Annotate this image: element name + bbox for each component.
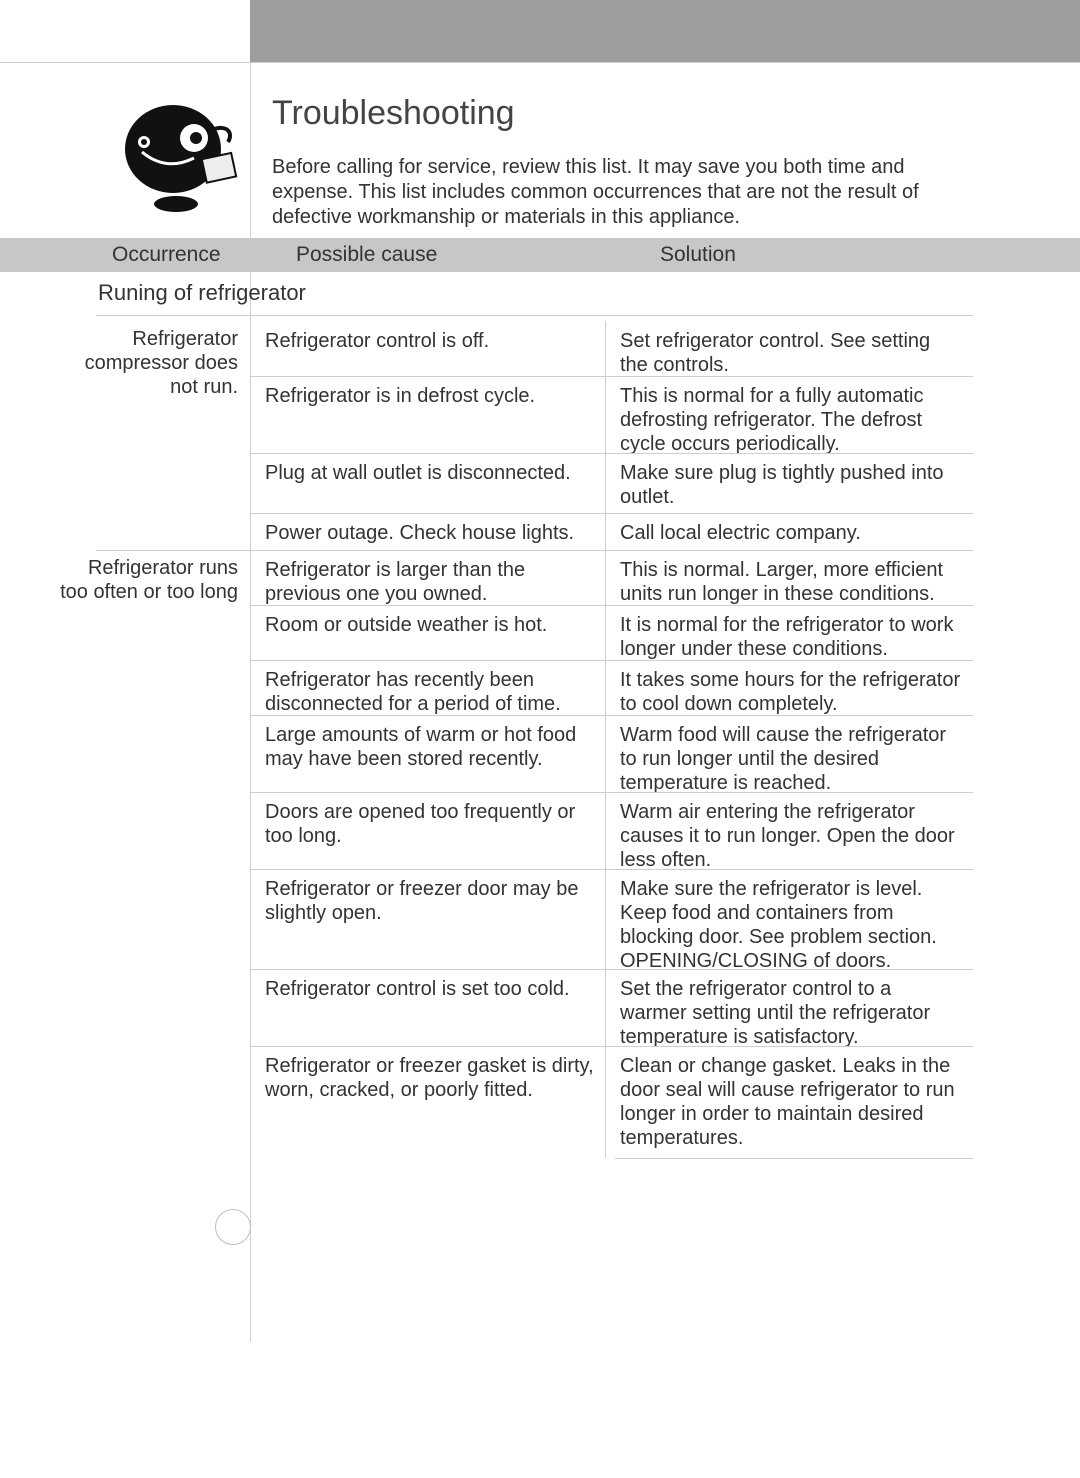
top-divider <box>0 62 1080 63</box>
table-row: Refrigerator control is set too cold.Set… <box>251 969 973 1046</box>
solution-cell: This is normal. Larger, more efficient u… <box>606 550 973 605</box>
solution-cell: Clean or change gasket. Leaks in the doo… <box>606 1046 973 1158</box>
solution-cell: Set the refrigerator control to a warmer… <box>606 969 973 1046</box>
cause-cell: Refrigerator control is set too cold. <box>251 969 606 1046</box>
cause-cell: Room or outside weather is hot. <box>251 605 606 660</box>
col-cause: Possible cause <box>296 243 437 267</box>
solution-cell: It takes some hours for the refrigerator… <box>606 660 973 715</box>
cause-cell: Plug at wall outlet is disconnected. <box>251 453 606 513</box>
cause-cell: Power outage. Check house lights. <box>251 513 606 550</box>
page: Troubleshooting Before calling for servi… <box>0 0 1080 1478</box>
cause-cell: Refrigerator is in defrost cycle. <box>251 376 606 453</box>
intro-text: Before calling for service, review this … <box>272 155 972 230</box>
cause-cell: Doors are opened too frequently or too l… <box>251 792 606 869</box>
cause-cell: Refrigerator or freezer door may be slig… <box>251 869 606 969</box>
solution-cell: Make sure plug is tightly pushed into ou… <box>606 453 973 513</box>
occurrence-label: Refrigerator compressor does not run. <box>58 327 238 399</box>
table-row: Refrigerator is in defrost cycle.This is… <box>251 376 973 453</box>
table-row: Doors are opened too frequently or too l… <box>251 792 973 869</box>
row-divider <box>615 1158 973 1159</box>
solution-cell: Set refrigerator control. See setting th… <box>606 321 973 376</box>
solution-cell: It is normal for the refrigerator to wor… <box>606 605 973 660</box>
cause-cell: Refrigerator has recently been disconnec… <box>251 660 606 715</box>
table-row: Large amounts of warm or hot food may ha… <box>251 715 973 792</box>
table-row: Plug at wall outlet is disconnected.Make… <box>251 453 973 513</box>
column-header-bar: Occurrence Possible cause Solution <box>0 238 1080 272</box>
table-row: Refrigerator or freezer door may be slig… <box>251 869 973 969</box>
cause-cell: Refrigerator control is off. <box>251 321 606 376</box>
table-row: Refrigerator or freezer gasket is dirty,… <box>251 1046 973 1158</box>
page-title: Troubleshooting <box>272 94 972 133</box>
table-row: Refrigerator control is off.Set refriger… <box>251 321 973 376</box>
page-marker-circle <box>215 1209 251 1245</box>
header-block: Troubleshooting Before calling for servi… <box>272 94 972 230</box>
solution-cell: Make sure the refrigerator is level. Kee… <box>606 869 973 969</box>
table-row: Room or outside weather is hot.It is nor… <box>251 605 973 660</box>
occurrence-label: Refrigerator runs too often or too long <box>58 556 238 604</box>
solution-cell: Warm air entering the refrigerator cause… <box>606 792 973 869</box>
mascot-icon <box>108 94 238 214</box>
cause-cell: Refrigerator or freezer gasket is dirty,… <box>251 1046 606 1158</box>
table-row: Refrigerator is larger than the previous… <box>251 550 973 605</box>
col-solution: Solution <box>660 243 736 267</box>
table-row: Power outage. Check house lights.Call lo… <box>251 513 973 550</box>
solution-cell: This is normal for a fully automatic def… <box>606 376 973 453</box>
col-occurrence: Occurrence <box>112 243 221 267</box>
cause-cell: Large amounts of warm or hot food may ha… <box>251 715 606 792</box>
top-grey-bar <box>250 0 1080 62</box>
section-title: Runing of refrigerator <box>98 280 306 306</box>
cause-cell: Refrigerator is larger than the previous… <box>251 550 606 605</box>
table-row: Refrigerator has recently been disconnec… <box>251 660 973 715</box>
row-divider <box>96 315 973 316</box>
solution-cell: Call local electric company. <box>606 513 973 550</box>
solution-cell: Warm food will cause the refrigerator to… <box>606 715 973 792</box>
